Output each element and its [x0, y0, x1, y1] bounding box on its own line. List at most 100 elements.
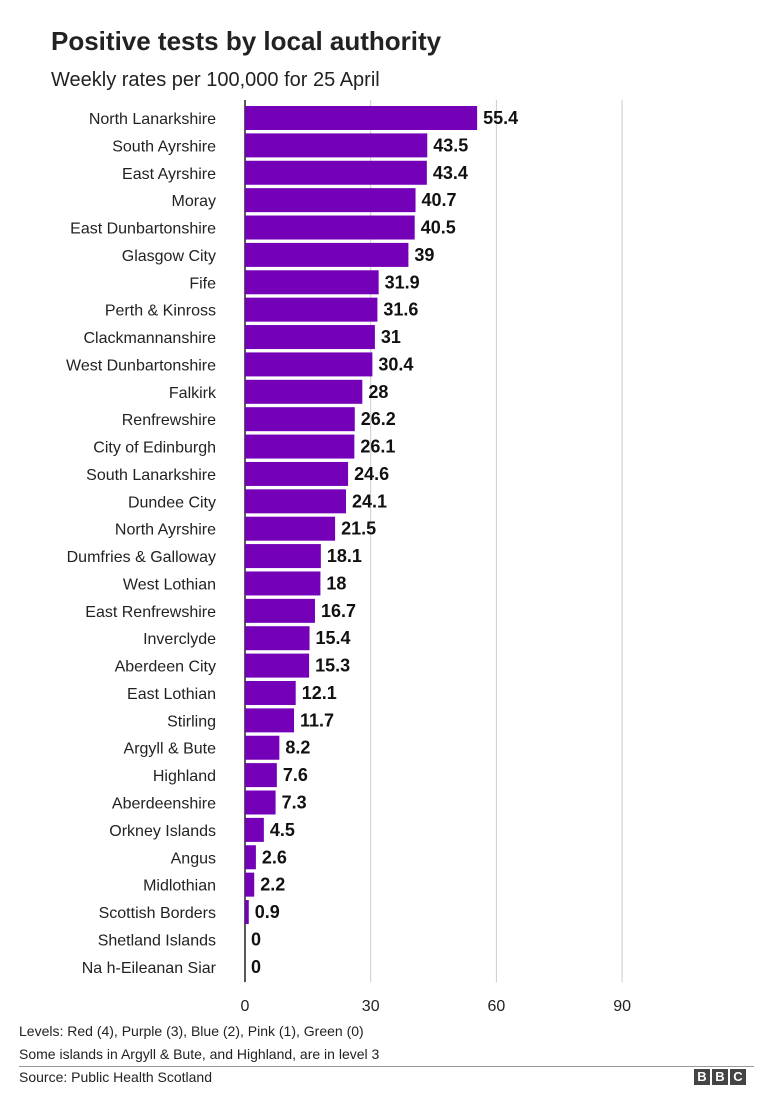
bbc-logo: B B C — [694, 1069, 746, 1085]
bar — [245, 735, 280, 760]
value-label: 16.7 — [321, 601, 356, 621]
bar — [245, 297, 378, 322]
x-tick-label: 90 — [613, 998, 631, 1015]
category-label: South Lanarkshire — [86, 467, 216, 484]
value-label: 18 — [326, 573, 346, 593]
bbc-logo-letter: C — [730, 1069, 746, 1085]
footer-divider — [19, 1066, 754, 1067]
bar — [245, 626, 310, 651]
bar — [245, 160, 427, 185]
value-label: 31.9 — [385, 272, 420, 292]
value-label: 21.5 — [341, 519, 376, 539]
bar — [245, 653, 310, 678]
value-label: 40.7 — [422, 190, 457, 210]
bar — [245, 352, 373, 377]
category-label: West Lothian — [123, 576, 216, 593]
levels-note: Levels: Red (4), Purple (3), Blue (2), P… — [19, 1023, 364, 1039]
category-label: Glasgow City — [122, 248, 216, 265]
x-tick-label: 30 — [362, 998, 380, 1015]
category-label: Perth & Kinross — [105, 303, 216, 320]
bar — [245, 489, 346, 514]
category-label: Scottish Borders — [99, 905, 216, 922]
category-label: Na h-Eileanan Siar — [82, 960, 217, 977]
bar — [245, 544, 321, 569]
value-label: 26.1 — [360, 437, 395, 457]
value-label: 28 — [368, 382, 388, 402]
bar — [245, 461, 349, 486]
bbc-logo-letter: B — [694, 1069, 710, 1085]
x-axis-ticks: 0 30 60 90 — [241, 998, 632, 1015]
value-label: 2.2 — [260, 875, 285, 895]
category-label: Clackmannanshire — [83, 330, 216, 347]
islands-note: Some islands in Argyll & Bute, and Highl… — [19, 1046, 380, 1062]
bar-chart: North Lanarkshire South Ayrshire East Ayrs… — [66, 100, 632, 1015]
value-label: 0 — [251, 957, 261, 977]
value-label: 43.5 — [433, 135, 468, 155]
value-label: 15.3 — [315, 656, 350, 676]
value-label: 0 — [251, 929, 261, 949]
category-label: Falkirk — [169, 385, 217, 402]
value-label: 0.9 — [255, 902, 280, 922]
category-label: Fife — [189, 275, 216, 292]
bar — [245, 106, 478, 130]
bar — [245, 242, 409, 267]
bars — [245, 106, 478, 925]
chart-title: Positive tests by local authority — [51, 26, 442, 56]
category-label: Moray — [172, 193, 216, 210]
category-label: Dundee City — [128, 494, 216, 511]
value-label: 7.3 — [282, 793, 307, 813]
value-label: 55.4 — [483, 108, 518, 128]
bar — [245, 133, 428, 158]
category-label: Dumfries & Galloway — [67, 549, 216, 566]
category-label: Argyll & Bute — [124, 741, 217, 758]
value-label: 18.1 — [327, 546, 362, 566]
category-label: West Dunbartonshire — [66, 357, 216, 374]
category-label: Orkney Islands — [109, 823, 216, 840]
category-label: East Lothian — [127, 686, 216, 703]
category-label: East Dunbartonshire — [70, 221, 216, 238]
bar — [245, 407, 355, 432]
category-label: North Lanarkshire — [89, 111, 216, 128]
value-label: 31 — [381, 327, 401, 347]
category-label: South Ayrshire — [112, 138, 216, 155]
category-label: Inverclyde — [143, 631, 216, 648]
source-note: Source: Public Health Scotland — [19, 1069, 212, 1085]
value-label: 24.6 — [354, 464, 389, 484]
bar — [245, 763, 277, 788]
value-label: 39 — [414, 245, 434, 265]
category-label: Angus — [171, 850, 216, 867]
bar — [245, 188, 416, 213]
value-label: 11.7 — [300, 710, 334, 730]
bar — [245, 434, 355, 459]
bar — [245, 270, 379, 295]
category-label: Stirling — [167, 713, 216, 730]
bar — [245, 680, 296, 705]
bar — [245, 872, 255, 897]
value-label: 2.6 — [262, 847, 287, 867]
value-label: 12.1 — [302, 683, 337, 703]
value-label: 15.4 — [316, 628, 351, 648]
x-tick-label: 60 — [488, 998, 506, 1015]
category-label: Aberdeenshire — [112, 796, 216, 813]
bar — [245, 516, 336, 541]
value-label: 30.4 — [378, 354, 413, 374]
bar — [245, 790, 276, 815]
bar — [245, 900, 249, 925]
bar — [245, 598, 315, 623]
category-labels: North Lanarkshire South Ayrshire East Ayrs… — [66, 111, 217, 977]
bar — [245, 571, 321, 596]
value-labels: 55.4 43.5 43.4 40.7 40.5 39 31.9 31.6 31 30.4 28 26… — [251, 108, 518, 977]
value-label: 40.5 — [421, 218, 456, 238]
bar — [245, 215, 415, 240]
value-label: 24.1 — [352, 491, 387, 511]
category-label: City of Edinburgh — [93, 440, 216, 457]
value-label: 8.2 — [285, 738, 310, 758]
bar — [245, 817, 264, 842]
category-label: North Ayrshire — [115, 522, 216, 539]
chart-subtitle: Weekly rates per 100,000 for 25 April — [51, 69, 380, 91]
category-label: East Renfrewshire — [85, 604, 216, 621]
x-tick-label: 0 — [241, 998, 250, 1015]
bar — [245, 379, 363, 404]
category-label: Shetland Islands — [98, 932, 216, 949]
category-label: Aberdeen City — [115, 659, 216, 676]
